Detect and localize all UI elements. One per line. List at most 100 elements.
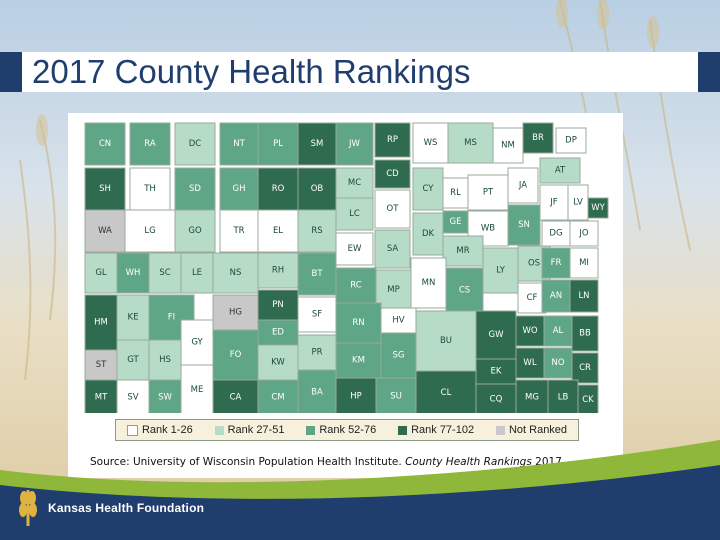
county-ot — [374, 189, 411, 229]
county-wh — [116, 252, 150, 294]
county-label-jw: JW — [348, 139, 361, 149]
county-label-wh: WH — [126, 268, 141, 278]
county-lc — [335, 197, 374, 231]
county-label-jf: JF — [549, 198, 558, 208]
county-label-bt: BT — [311, 269, 323, 279]
county-ws — [412, 122, 449, 164]
county-label-go: GO — [188, 226, 202, 236]
county-label-wa: WA — [98, 226, 112, 236]
county-cs — [445, 267, 484, 314]
county-label-cy: CY — [423, 184, 435, 194]
county-label-st: ST — [96, 360, 107, 370]
county-label-pn: PN — [272, 300, 283, 310]
county-label-rh: RH — [272, 266, 284, 276]
county-mi — [569, 247, 599, 279]
county-at — [539, 157, 581, 184]
county-label-gy: GY — [191, 338, 203, 348]
county-go — [174, 209, 216, 253]
legend-item-not-ranked: Not Ranked — [495, 424, 568, 436]
county-label-dp: DP — [565, 136, 577, 146]
legend-swatch — [398, 425, 408, 435]
county-ed — [257, 319, 299, 346]
county-le — [180, 252, 214, 294]
county-label-ke: KE — [128, 313, 139, 323]
county-label-ly: LY — [496, 266, 506, 276]
county-al — [543, 315, 573, 347]
legend-item-rank-27-51: Rank 27-51 — [214, 424, 285, 436]
legend-label: Rank 77-102 — [411, 424, 475, 436]
legend-swatch — [495, 425, 505, 435]
legend-label: Not Ranked — [508, 424, 568, 436]
county-label-sa: SA — [387, 244, 399, 254]
county-mp — [375, 269, 412, 311]
county-label-mc: MC — [348, 178, 361, 188]
county-nm — [492, 127, 524, 164]
county-label-cs: CS — [459, 286, 470, 296]
title-left-marker — [0, 52, 22, 92]
county-label-an: AN — [550, 291, 562, 301]
county-sg — [380, 332, 417, 379]
county-pn — [257, 289, 299, 321]
county-label-rc: RC — [350, 281, 361, 291]
county-label-dk: DK — [422, 229, 435, 239]
county-sd — [174, 167, 216, 211]
county-label-gl: GL — [95, 268, 107, 278]
county-ew — [335, 232, 374, 266]
county-ba — [297, 369, 337, 413]
county-cn — [84, 122, 126, 166]
county-sf — [297, 296, 337, 333]
county-label-sg: SG — [393, 351, 405, 361]
county-ms — [447, 122, 494, 164]
county-ek — [475, 358, 517, 385]
county-label-nm: NM — [501, 141, 515, 151]
county-lg — [124, 209, 176, 253]
county-fr — [541, 247, 571, 279]
county-fo — [212, 329, 259, 381]
county-label-me: ME — [191, 385, 204, 395]
county-ob — [297, 167, 337, 211]
county-label-pl: PL — [273, 139, 283, 149]
county-label-fi: FI — [168, 313, 175, 323]
county-label-pt: PT — [483, 188, 494, 198]
kansas-health-foundation-logo: Kansas Health Foundation — [14, 488, 204, 528]
county-ke — [116, 294, 150, 341]
county-label-sd: SD — [189, 184, 201, 194]
county-label-ns: NS — [230, 268, 242, 278]
county-label-ws: WS — [424, 138, 438, 148]
legend-item-rank-52-76: Rank 52-76 — [306, 424, 376, 436]
county-label-pr: PR — [311, 348, 322, 358]
county-label-os: OS — [528, 259, 540, 269]
county-label-lb: LB — [558, 393, 569, 403]
county-ln — [569, 279, 599, 313]
county-dc — [174, 122, 216, 166]
county-sa — [374, 229, 411, 269]
organization-name: Kansas Health Foundation — [48, 501, 205, 515]
legend-label: Rank 27-51 — [227, 424, 285, 436]
county-rn — [335, 302, 382, 344]
county-cl — [415, 370, 477, 413]
county-hm — [84, 294, 118, 351]
county-label-lc: LC — [349, 209, 360, 219]
county-dp — [555, 127, 587, 154]
county-label-wo: WO — [522, 326, 537, 336]
county-label-ja: JA — [518, 181, 527, 191]
county-lb — [547, 379, 579, 413]
county-gh — [219, 167, 259, 211]
county-label-jo: JO — [578, 229, 589, 239]
county-label-sf: SF — [312, 310, 322, 320]
map-panel: CN RA DC NT PL SM JW RP WS MS NM BR DP SH TH SD GH RO OB MC… — [68, 113, 623, 478]
county-label-ro: RO — [272, 184, 285, 194]
county-label-fo: FO — [230, 350, 242, 360]
county-mr — [442, 235, 484, 267]
county-label-nt: NT — [233, 139, 245, 149]
county-label-el: EL — [273, 226, 283, 236]
county-label-rl: RL — [450, 188, 461, 198]
county-sc — [148, 252, 182, 294]
county-gw — [475, 310, 517, 360]
county-wa — [84, 209, 126, 253]
county-ja — [507, 167, 539, 204]
county-label-wy: WY — [591, 203, 605, 213]
county-label-mg: MG — [525, 393, 539, 403]
county-th — [129, 167, 171, 211]
source-title: County Health Rankings — [405, 456, 532, 468]
